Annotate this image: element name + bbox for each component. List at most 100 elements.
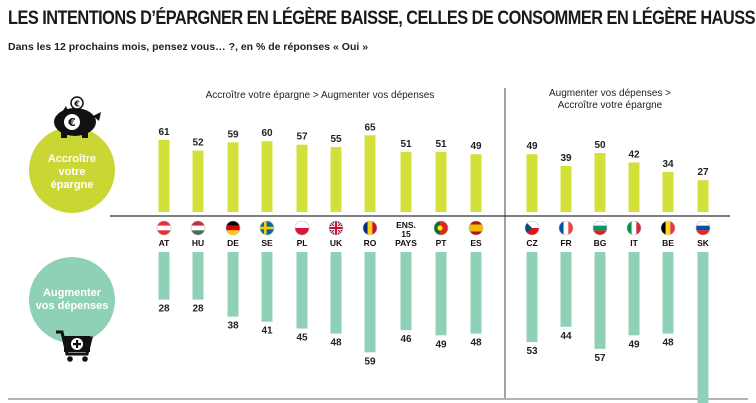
flag-fr-icon — [558, 220, 574, 236]
spending-value-label: 53 — [526, 346, 538, 357]
spending-legend-circle — [29, 257, 115, 343]
country-code-label: 15 — [401, 229, 411, 239]
flag-ro-icon — [362, 220, 378, 236]
savings-value-label: 27 — [697, 167, 709, 178]
spending-value-label: 57 — [594, 353, 606, 364]
country-code-label: BE — [662, 238, 674, 248]
spending-value-label: 49 — [435, 339, 447, 350]
savings-bar — [697, 180, 709, 212]
savings-value-label: 55 — [330, 134, 342, 145]
savings-bar — [192, 150, 204, 212]
savings-value-label: 42 — [628, 149, 640, 160]
country-code-label: SE — [261, 238, 273, 248]
group-header-spending-first: Accroître votre épargne — [558, 100, 663, 111]
flag-it-icon — [626, 220, 642, 236]
flag-hu-icon — [190, 220, 206, 236]
country-code-label: PL — [297, 238, 308, 248]
spending-value-label: 38 — [227, 321, 239, 332]
spending-bar — [470, 252, 482, 334]
savings-value-label: 65 — [364, 122, 376, 133]
savings-value-label: 61 — [158, 127, 170, 138]
flag-uk-icon — [328, 220, 344, 236]
spending-bar — [628, 252, 640, 336]
spending-value-label: 44 — [560, 331, 572, 342]
spending-bar — [594, 252, 606, 349]
spending-value-label: 46 — [400, 334, 412, 345]
flag-es-icon — [468, 220, 484, 236]
spending-value-label: 49 — [628, 339, 640, 350]
spending-bar — [158, 252, 170, 300]
spending-bar — [662, 252, 674, 334]
chart-title: LES INTENTIONS D’ÉPARGNER EN LÉGÈRE BAIS… — [8, 8, 756, 29]
flag-at-icon — [156, 220, 172, 236]
spending-bar — [227, 252, 239, 317]
spending-legend-line: Augmenter — [43, 287, 102, 299]
spending-value-label: 48 — [662, 338, 674, 349]
savings-value-label: 39 — [560, 153, 572, 164]
country-code-label: BG — [594, 238, 607, 248]
spending-value-label: 45 — [296, 333, 308, 344]
savings-value-label: 60 — [261, 128, 273, 139]
spending-legend: Augmenter vos dépenses — [29, 257, 115, 362]
spending-value-label: 28 — [158, 304, 170, 315]
spending-bar — [364, 252, 376, 353]
spending-value-label: 41 — [261, 326, 273, 337]
spending-bar — [330, 252, 342, 334]
savings-value-label: 59 — [227, 129, 239, 140]
country-code-label: RO — [364, 238, 377, 248]
spending-bar — [296, 252, 308, 329]
svg-text:€: € — [73, 100, 80, 109]
savings-bar — [594, 153, 606, 212]
country-code-label: PAYS — [395, 238, 417, 248]
savings-value-label: 51 — [435, 139, 447, 150]
spending-bar — [400, 252, 412, 331]
savings-legend: € € Accroître votre épargne — [29, 96, 115, 213]
spending-bar — [526, 252, 538, 343]
savings-bar — [560, 165, 572, 212]
spending-legend-line: vos dépenses — [36, 300, 109, 312]
savings-value-label: 49 — [470, 141, 482, 152]
savings-bar — [628, 162, 640, 212]
group-header-savings-first: Accroître votre épargne > Augmenter vos … — [206, 90, 435, 101]
shopping-cart-plus-icon — [56, 330, 93, 362]
country-code-label: FR — [560, 238, 571, 248]
savings-bar — [526, 154, 538, 212]
savings-bar — [158, 140, 170, 212]
savings-bar — [400, 151, 412, 212]
flag-cz-icon — [524, 220, 540, 236]
savings-value-label: 57 — [296, 132, 308, 143]
chart-subtitle: Dans les 12 prochains mois, pensez vous…… — [8, 41, 369, 53]
flag-pl-icon — [294, 220, 310, 236]
savings-value-label: 49 — [526, 141, 538, 152]
savings-bar — [296, 144, 308, 212]
spending-bar — [435, 252, 447, 336]
savings-value-label: 50 — [594, 140, 606, 151]
savings-legend-line: Accroître — [48, 153, 96, 165]
country-code-label: SK — [697, 238, 710, 248]
savings-value-label: 52 — [192, 138, 204, 149]
savings-bar — [261, 141, 273, 212]
country-code-label: ENS. — [396, 220, 416, 230]
flag-be-icon — [660, 220, 676, 236]
savings-legend-line: votre — [59, 166, 86, 178]
savings-bar — [330, 147, 342, 212]
flag-se-icon — [259, 220, 275, 236]
spending-value-label: 48 — [470, 338, 482, 349]
country-code-label: PT — [436, 238, 448, 248]
flag-bg-icon — [592, 220, 608, 236]
savings-bar — [227, 142, 239, 212]
svg-text:€: € — [67, 116, 76, 129]
spending-bar — [697, 252, 709, 403]
country-code-label: UK — [330, 238, 343, 248]
group-header-spending-first: Augmenter vos dépenses > — [549, 88, 671, 99]
savings-legend-circle — [29, 127, 115, 213]
country-code-label: DE — [227, 238, 239, 248]
country-code-label: ES — [470, 238, 482, 248]
country-code-label: HU — [192, 238, 204, 248]
piggy-bank-euro-icon: € € — [54, 96, 101, 138]
country-code-label: IT — [630, 238, 638, 248]
flag-de-icon — [225, 220, 241, 236]
savings-bar — [364, 135, 376, 212]
spending-bar — [261, 252, 273, 322]
